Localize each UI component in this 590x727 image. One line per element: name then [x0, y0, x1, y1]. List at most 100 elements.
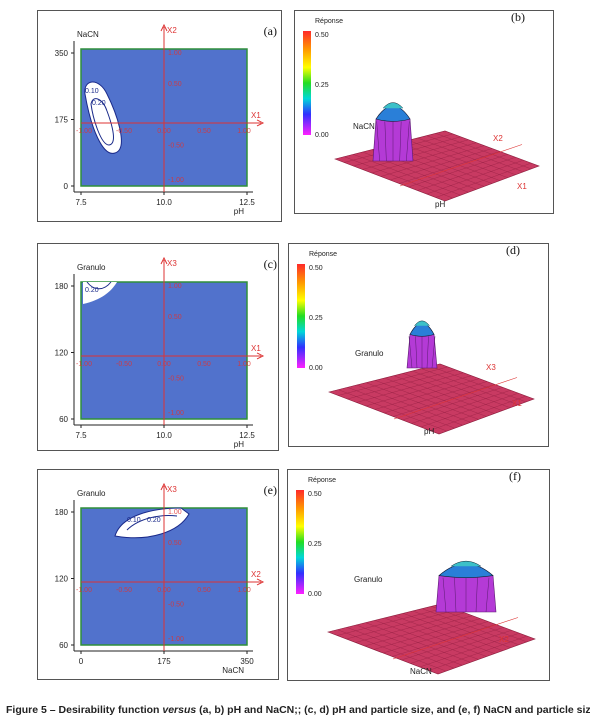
chart-c-coded-y-arrow: [160, 256, 168, 265]
chart-f-peak-rib: [485, 577, 490, 613]
chart-c-x-tick-label: 12.5: [239, 431, 255, 440]
chart-a-coded-y-tick: -1.00: [168, 177, 184, 184]
chart-d-legend-tick: 0.25: [309, 315, 323, 322]
chart-e-coded-y-tick: -0.50: [168, 602, 184, 609]
chart-a-contour-fill: [84, 81, 122, 154]
chart-a-x-axis-title: pH: [234, 207, 244, 216]
surface-chart-f: Réponse 0.50 0.25 0.00 (f) Granulo NaCN X2: [296, 470, 536, 676]
chart-b-peak-rib: [406, 121, 410, 162]
chart-b-legend-tick: 0.00: [315, 132, 329, 139]
chart-d-grid-line: [430, 366, 527, 403]
chart-b-axis-label-ph: pH: [435, 200, 445, 209]
chart-c-coded-x-tick: -1.00: [76, 361, 92, 368]
chart-f-panel-label: (f): [509, 470, 521, 483]
chart-b-legend-bar: [303, 31, 311, 135]
chart-d-coded-axis-line: [393, 377, 518, 420]
chart-f-peak-rib: [442, 577, 447, 613]
chart-c-coded-y-tick: -0.50: [168, 376, 184, 383]
chart-f-grid-line: [422, 608, 519, 646]
chart-f-legend-tick: 0.50: [308, 491, 322, 498]
chart-d-peak-rib: [431, 336, 436, 369]
chart-f-peak-cap: [438, 563, 494, 578]
chart-b-legend-tick: 0.25: [315, 82, 329, 89]
chart-b-legend-tick: 0.50: [315, 32, 329, 39]
caption-italic: versus: [162, 704, 197, 716]
chart-c-coded-y-tick: 0.50: [168, 314, 182, 321]
chart-f-peak-top: [450, 560, 482, 567]
contour-chart-a: 0.10 0.20 X2 X1 -1.00 -0.50 0.00 0.50 1.00 1.00 0.…: [55, 23, 277, 216]
chart-a-contour-region: [84, 81, 122, 154]
chart-c-coded-x-name: X1: [251, 344, 261, 353]
chart-e-coded-x-tick: -0.50: [116, 587, 132, 594]
chart-a-coded-x-tick: 0.00: [157, 128, 171, 135]
chart-b-grid-line: [435, 162, 532, 198]
chart-c-coded-x-arrow: [256, 352, 265, 360]
chart-c-coded-x-tick: 0.50: [197, 361, 211, 368]
chart-e-contour-line-0-10: [114, 507, 190, 539]
contour-panel-a: 0.10 0.20 X2 X1 -1.00 -0.50 0.00 0.50 1.00 1.00 0.…: [37, 10, 282, 222]
surface-panel-f: Réponse 0.50 0.25 0.00 (f) Granulo NaCN X2: [287, 469, 550, 681]
chart-e-x-axis-title: NaCN: [222, 666, 244, 675]
chart-d-legend-bar: [297, 264, 305, 368]
chart-c-coded-y-tick: -1.00: [168, 410, 184, 417]
chart-d-axis-label-x1: X1: [512, 399, 522, 408]
chart-b-peak-rib: [376, 121, 380, 162]
chart-e-y-axis-title: Granulo: [77, 489, 106, 498]
chart-e-contour-label-0-10: 0.10: [127, 517, 141, 524]
chart-b-peak-rib: [399, 121, 402, 162]
chart-e-panel-label: (e): [264, 483, 277, 497]
chart-a-coded-y-tick: 0.50: [168, 81, 182, 88]
chart-d-panel-label: (d): [506, 244, 520, 257]
chart-d-legend-tick: 0.00: [309, 365, 323, 372]
chart-b-peak-cap: [375, 105, 411, 122]
chart-e-x-tick-label: 175: [157, 657, 171, 666]
chart-a-y-tick-label: 175: [55, 116, 69, 125]
chart-d-axis-label-x3: X3: [486, 363, 496, 372]
contour-chart-e: 0.10 0.20 X3 X2 -1.00 -0.50 0.00 0.50 1.00 1.00 0.…: [55, 482, 277, 675]
chart-b-coded-axis-line: [399, 144, 523, 187]
chart-f-legend-tick: 0.25: [308, 541, 322, 548]
chart-f-axis-label-x2: X2: [499, 635, 509, 644]
contour-panel-e: 0.10 0.20 X3 X2 -1.00 -0.50 0.00 0.50 1.00 1.00 0.…: [37, 469, 279, 680]
chart-f-legend-title: Réponse: [308, 477, 336, 484]
chart-a-x-tick-label: 12.5: [239, 198, 255, 207]
chart-f-coded-axis-line: [392, 617, 519, 660]
chart-e-y-tick-label: 180: [55, 508, 69, 517]
chart-f-legend-bar: [296, 490, 304, 594]
chart-f-response-peak: [435, 560, 497, 613]
chart-f-axis-label-nacn: NaCN: [410, 667, 432, 676]
chart-e-coded-y-tick: -1.00: [168, 636, 184, 643]
chart-c-contour-fill: [83, 282, 117, 304]
caption-suffix: (a, b) pH and NaCN;; (c, d) pH and parti…: [196, 704, 590, 716]
chart-b-response-peak: [372, 102, 414, 162]
chart-d-ground-plane: [328, 363, 535, 435]
chart-c-contour-label-0-20: 0.20: [85, 287, 99, 294]
chart-d-response-peak: [406, 320, 438, 369]
chart-e-y-tick-label: 60: [59, 641, 68, 650]
chart-a-coded-x-name: X1: [251, 111, 261, 120]
chart-b-axis-label-x2: X2: [493, 134, 503, 143]
chart-d-legend-tick: 0.50: [309, 265, 323, 272]
chart-f-legend-tick: 0.00: [308, 591, 322, 598]
chart-c-contour-region: [83, 281, 117, 304]
chart-e-contour-region: [114, 507, 190, 539]
chart-e-coded-x-tick: 0.00: [157, 587, 171, 594]
chart-a-x-tick-label: 7.5: [75, 198, 87, 207]
chart-f-peak-rib: [454, 577, 457, 613]
chart-e-coded-y-name: X3: [167, 485, 177, 494]
chart-c-panel-label: (c): [264, 257, 277, 271]
chart-a-coded-y-tick: -0.50: [168, 143, 184, 150]
chart-a-coded-x-tick: 0.50: [197, 128, 211, 135]
chart-e-coded-x-tick: 1.00: [237, 587, 251, 594]
chart-c-coded-x-tick: -0.50: [116, 361, 132, 368]
chart-c-x-axis-title: pH: [234, 440, 244, 449]
chart-e-x-tick-label: 350: [240, 657, 254, 666]
chart-a-x-tick-label: 10.0: [156, 198, 172, 207]
chart-a-coded-y-name: X2: [167, 26, 177, 35]
chart-b-axis-label-x1: X1: [517, 182, 527, 191]
chart-d-legend-title: Réponse: [309, 251, 337, 258]
chart-c-y-tick-label: 60: [59, 415, 68, 424]
chart-a-coded-x-arrow: [256, 119, 265, 127]
surface-panel-b: Réponse 0.50 0.25 0.00 (b) NaCN pH X1 X2: [294, 10, 554, 214]
chart-b-peak-rib: [384, 121, 387, 162]
